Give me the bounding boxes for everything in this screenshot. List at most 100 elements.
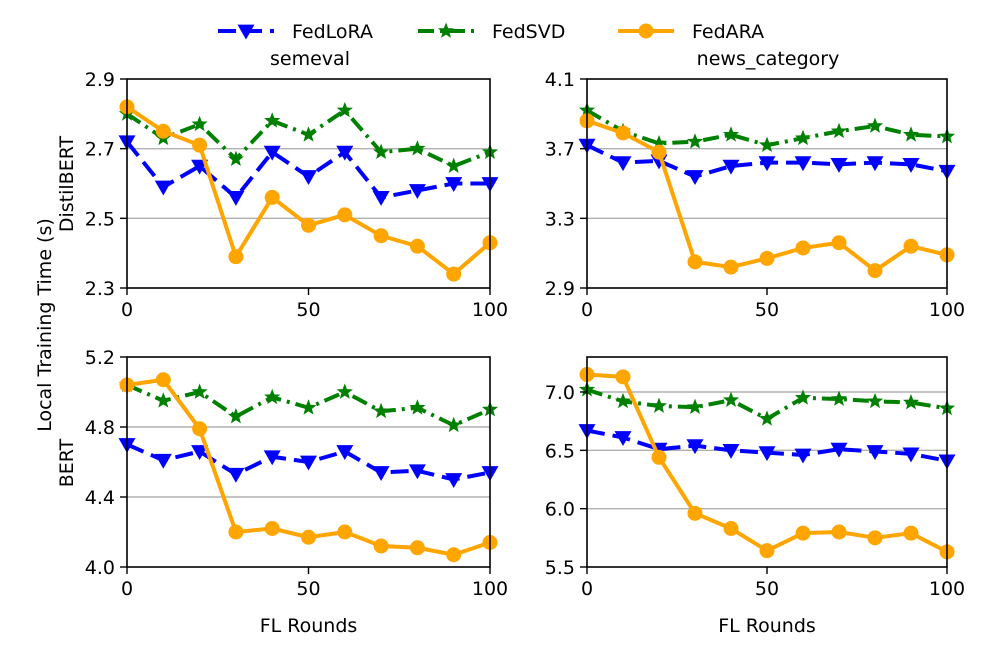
data-point-fedara <box>446 266 462 282</box>
data-point-fedsvd <box>866 392 884 409</box>
data-point-fedlora <box>758 156 776 172</box>
data-point-fedsvd <box>300 399 317 415</box>
data-point-fedsvd <box>445 416 462 433</box>
data-point-fedlora <box>830 442 848 458</box>
data-point-fedara <box>903 525 919 541</box>
data-point-fedsvd <box>758 410 776 426</box>
data-point-fedsvd <box>227 408 244 424</box>
data-point-fedara <box>867 530 883 546</box>
data-point-fedara <box>867 263 883 279</box>
data-point-fedsvd <box>794 129 812 146</box>
data-point-fedlora <box>191 445 209 460</box>
data-point-fedara <box>723 259 739 275</box>
data-point-fedsvd <box>902 126 920 142</box>
y-tick-label: 2.9 <box>85 69 115 91</box>
data-point-fedlora <box>336 145 354 161</box>
legend-marker-fedara <box>638 23 654 39</box>
y-tick-label: 4.8 <box>85 417 115 439</box>
data-point-fedara <box>795 525 811 541</box>
data-point-fedsvd <box>794 389 812 405</box>
data-point-fedlora <box>227 467 245 483</box>
y-tick-label: 5.5 <box>545 557 575 579</box>
x-tick-label: 0 <box>121 578 133 600</box>
data-point-fedsvd <box>614 392 632 409</box>
data-point-fedsvd <box>445 157 462 173</box>
y-tick-label: 6.0 <box>545 499 575 521</box>
data-point-fedlora <box>830 157 848 173</box>
x-tick-label: 0 <box>581 578 593 600</box>
y-tick-label: 4.1 <box>545 69 575 91</box>
data-point-fedara <box>337 207 353 223</box>
data-point-fedsvd <box>902 394 920 410</box>
data-point-fedsvd <box>191 383 208 399</box>
data-point-fedara <box>723 521 739 536</box>
shared-y-axis-label: Local Training Time (s) <box>34 218 56 432</box>
y-tick-label: 3.7 <box>545 139 575 161</box>
legend: FedLoRA FedSVD FedARA <box>218 21 764 43</box>
data-point-fedlora <box>445 473 463 488</box>
legend-label-fedara: FedARA <box>692 21 764 43</box>
data-point-fedara <box>155 123 171 139</box>
x-tick-label: 50 <box>755 299 779 321</box>
data-point-fedlora <box>227 191 245 206</box>
data-point-fedsvd <box>650 397 668 413</box>
data-point-fedlora <box>372 191 390 206</box>
data-point-fedlora <box>300 455 317 471</box>
data-point-fedsvd <box>650 134 668 151</box>
data-point-fedsvd <box>830 122 848 139</box>
data-point-fedara <box>228 524 244 540</box>
x-tick-label: 100 <box>929 578 965 600</box>
data-point-fedara <box>759 250 775 266</box>
y-tick-label: 7.0 <box>545 382 575 404</box>
data-point-fedsvd <box>300 126 317 142</box>
data-point-fedara <box>373 538 389 554</box>
legend-label-fedsvd: FedSVD <box>492 21 565 43</box>
data-point-fedara <box>301 529 316 545</box>
data-point-fedlora <box>154 453 172 469</box>
data-point-fedsvd <box>191 115 208 132</box>
data-point-fedara <box>409 540 425 556</box>
row-label-distilbert: DistilBERT <box>56 135 78 232</box>
data-point-fedlora <box>300 170 317 186</box>
data-point-fedara <box>192 421 208 437</box>
x-tick-label: 0 <box>121 299 133 321</box>
data-point-fedlora <box>902 447 920 463</box>
data-point-fedara <box>615 125 631 141</box>
legend-label-fedlora: FedLoRA <box>292 21 373 43</box>
data-point-fedara <box>831 524 847 540</box>
y-tick-label: 6.5 <box>545 440 575 462</box>
data-point-fedara <box>228 249 244 265</box>
data-point-fedara <box>651 144 667 160</box>
data-point-fedsvd <box>722 126 740 142</box>
data-point-fedara <box>687 505 703 521</box>
legend-marker-fedlora <box>237 24 255 40</box>
y-tick-label: 4.4 <box>85 487 115 509</box>
panel-title: semeval <box>270 48 350 70</box>
chart-panel-news-category: 2.9 3.3 3.7 4.1 0 50 100 news_category <box>545 48 965 321</box>
y-tick-label: 4.0 <box>85 557 115 579</box>
data-point-fedlora <box>722 443 740 459</box>
data-point-fedsvd <box>830 390 848 406</box>
data-point-fedsvd <box>722 391 740 408</box>
y-tick-label: 2.7 <box>85 139 115 161</box>
x-tick-label: 100 <box>472 299 508 321</box>
data-point-fedsvd <box>373 143 390 160</box>
x-tick-label: 50 <box>296 578 320 600</box>
chart-panel-semeval: 2.3 2.5 2.7 2.9 0 50 100 semeval <box>85 48 508 321</box>
data-point-fedlora <box>408 184 426 199</box>
x-tick-label: 50 <box>296 299 320 321</box>
data-point-fedara <box>264 189 280 205</box>
x-axis-label: FL Rounds <box>718 615 816 637</box>
data-point-fedsvd <box>686 133 704 149</box>
data-point-fedlora <box>866 445 884 460</box>
data-point-fedlora <box>794 448 812 464</box>
data-point-fedara <box>446 547 462 563</box>
data-point-fedlora <box>902 157 920 173</box>
data-point-fedlora <box>336 445 354 460</box>
y-tick-label: 3.3 <box>545 208 575 230</box>
data-point-fedlora <box>722 159 740 175</box>
chart-panel-bert-news-category: 5.5 6.0 6.5 7.0 0 50 100 FL Rounds <box>545 356 965 637</box>
data-point-fedlora <box>445 177 463 192</box>
data-point-fedlora <box>263 450 281 466</box>
